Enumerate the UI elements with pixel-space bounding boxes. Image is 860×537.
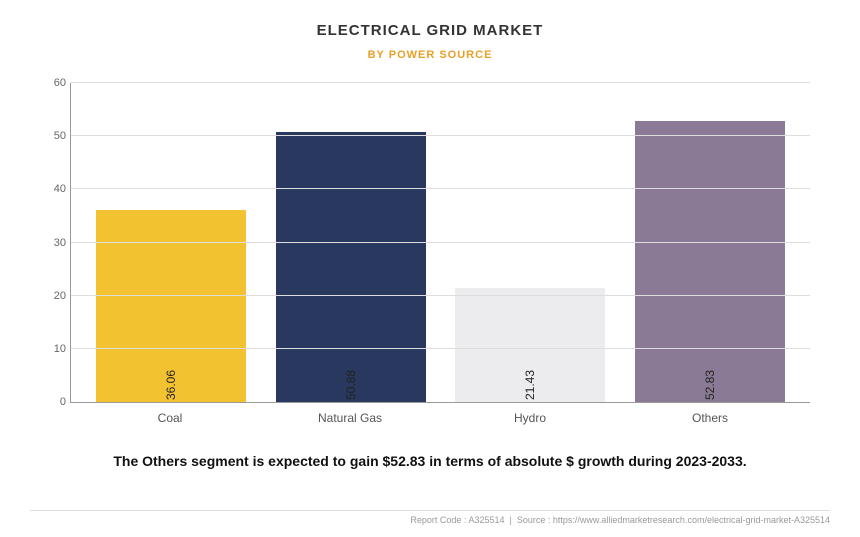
source-value: https://www.alliedmarketresearch.com/ele… bbox=[553, 515, 830, 525]
chart-subtitle: BY POWER SOURCE bbox=[30, 49, 830, 61]
bar-wrap: 52.83 bbox=[635, 83, 785, 402]
x-tick-label: Coal bbox=[95, 411, 245, 425]
report-code-value: A325514 bbox=[468, 515, 504, 525]
bar: 21.43 bbox=[455, 288, 605, 402]
chart-caption: The Others segment is expected to gain $… bbox=[30, 453, 830, 469]
grid-line bbox=[71, 82, 810, 83]
report-code-label: Report Code : bbox=[410, 515, 466, 525]
y-tick-label: 60 bbox=[41, 77, 66, 89]
bar-value-label: 36.06 bbox=[164, 370, 178, 400]
y-tick-label: 10 bbox=[41, 343, 66, 355]
y-tick-label: 20 bbox=[41, 290, 66, 302]
grid-line bbox=[71, 295, 810, 296]
x-tick-label: Others bbox=[635, 411, 785, 425]
bar-wrap: 21.43 bbox=[455, 83, 605, 402]
bar: 50.88 bbox=[276, 132, 426, 403]
grid-line bbox=[71, 188, 810, 189]
x-tick-label: Hydro bbox=[455, 411, 605, 425]
bar-value-label: 50.88 bbox=[344, 370, 358, 400]
x-tick-label: Natural Gas bbox=[275, 411, 425, 425]
chart-footer: Report Code : A325514 | Source : https:/… bbox=[30, 510, 830, 525]
chart-container: ELECTRICAL GRID MARKET BY POWER SOURCE 3… bbox=[0, 0, 860, 537]
bar: 52.83 bbox=[635, 121, 785, 402]
y-tick-label: 50 bbox=[41, 130, 66, 142]
x-axis-labels: Coal Natural Gas Hydro Others bbox=[70, 411, 810, 425]
grid-line bbox=[71, 348, 810, 349]
bar-value-label: 21.43 bbox=[523, 370, 537, 400]
chart-title: ELECTRICAL GRID MARKET bbox=[30, 22, 830, 39]
bar-wrap: 36.06 bbox=[96, 83, 246, 402]
grid-line bbox=[71, 135, 810, 136]
y-tick-label: 40 bbox=[41, 183, 66, 195]
bar-value-label: 52.83 bbox=[703, 370, 717, 400]
chart-plot-area: 36.0650.8821.4352.83 0102030405060 bbox=[70, 83, 810, 403]
source-label: Source : bbox=[517, 515, 551, 525]
y-tick-label: 30 bbox=[41, 237, 66, 249]
bars-group: 36.06 50.88 21.43 52.83 bbox=[71, 83, 810, 402]
bar: 36.06 bbox=[96, 210, 246, 402]
bar-wrap: 50.88 bbox=[276, 83, 426, 402]
grid-line bbox=[71, 242, 810, 243]
y-tick-label: 0 bbox=[41, 396, 66, 408]
